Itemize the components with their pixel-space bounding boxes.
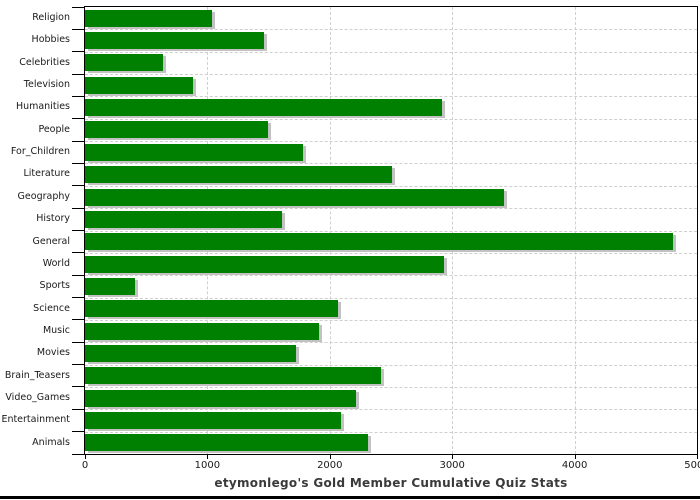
y-axis-tick xyxy=(72,274,85,276)
bar-video_games xyxy=(85,389,357,407)
y-axis-tick xyxy=(72,453,85,455)
y-label-people: People xyxy=(38,123,70,135)
bar-sports xyxy=(85,277,135,295)
bar-celebrities xyxy=(85,54,164,72)
x-axis-tick-2000 xyxy=(329,454,331,459)
x-axis-tick-5000 xyxy=(697,454,698,459)
y-axis-tick xyxy=(72,364,85,366)
y-label-hobbies: Hobbies xyxy=(31,34,70,46)
plot-area xyxy=(84,6,698,455)
y-label-entertainment: Entertainment xyxy=(1,414,70,426)
bottom-border-band xyxy=(0,496,700,499)
row-boundary-gridline xyxy=(85,163,697,165)
y-label-history: History xyxy=(36,213,70,225)
bar-general xyxy=(85,233,673,251)
y-label-world: World xyxy=(42,257,70,269)
y-axis-tick xyxy=(72,341,85,343)
row-boundary-gridline xyxy=(85,386,697,388)
y-label-music: Music xyxy=(42,324,70,336)
bar-religion xyxy=(85,9,212,27)
bar-history xyxy=(85,210,283,228)
row-boundary-gridline xyxy=(85,297,697,299)
row-boundary-gridline xyxy=(85,319,697,321)
y-axis-tick xyxy=(72,431,85,433)
row-boundary-gridline xyxy=(85,431,697,433)
bar-science xyxy=(85,300,338,318)
y-label-geography: Geography xyxy=(17,190,70,202)
x-axis-tick-0 xyxy=(85,454,86,459)
y-axis-tick xyxy=(72,319,85,321)
row-boundary-gridline xyxy=(85,185,697,187)
row-boundary-gridline xyxy=(85,96,697,98)
y-label-celebrities: Celebrities xyxy=(19,56,70,68)
y-axis-tick xyxy=(72,6,85,8)
x-tick-label-5000: 5000 xyxy=(684,460,700,471)
row-boundary-gridline xyxy=(85,74,697,76)
row-boundary-gridline xyxy=(85,51,697,53)
x-tick-label-2000: 2000 xyxy=(317,460,343,471)
y-axis-tick xyxy=(72,51,85,53)
y-axis-tick xyxy=(72,386,85,388)
x-tick-label-1000: 1000 xyxy=(194,460,221,471)
row-boundary-gridline xyxy=(85,118,697,120)
bar-for_children xyxy=(85,143,303,161)
row-boundary-gridline xyxy=(85,342,697,344)
y-axis-tick xyxy=(72,252,85,254)
y-axis-tick xyxy=(72,207,85,209)
y-axis-tick xyxy=(72,118,85,120)
bar-world xyxy=(85,255,445,273)
row-boundary-gridline xyxy=(85,252,697,254)
y-label-television: Television xyxy=(23,79,70,91)
bar-brain_teasers xyxy=(85,367,381,385)
y-axis-tick xyxy=(72,95,85,97)
y-axis-tick xyxy=(72,28,85,30)
bar-hobbies xyxy=(85,32,265,50)
y-axis-tick xyxy=(72,185,85,187)
y-label-general: General xyxy=(32,235,70,247)
x-tick-label-0: 0 xyxy=(81,460,89,471)
y-label-movies: Movies xyxy=(36,347,70,359)
bar-people xyxy=(85,121,268,139)
x-axis-tick-3000 xyxy=(452,454,454,459)
y-label-literature: Literature xyxy=(23,168,70,180)
row-boundary-gridline xyxy=(85,230,697,232)
y-axis-tick xyxy=(72,297,85,299)
bar-humanities xyxy=(85,99,443,117)
y-label-brain_teasers: Brain_Teasers xyxy=(4,369,70,381)
bar-geography xyxy=(85,188,504,206)
row-boundary-gridline xyxy=(85,29,697,31)
bar-animals xyxy=(85,434,368,452)
y-label-video_games: Video_Games xyxy=(5,391,70,403)
bar-movies xyxy=(85,344,297,362)
y-label-for_children: For_Children xyxy=(10,146,70,158)
y-axis-tick xyxy=(72,140,85,142)
bar-entertainment xyxy=(85,412,341,429)
chart-title: etymonlego's Gold Member Cumulative Quiz… xyxy=(214,476,568,490)
bar-literature xyxy=(85,166,393,184)
y-axis-tick xyxy=(72,162,85,164)
bar-television xyxy=(85,76,194,94)
y-label-religion: Religion xyxy=(32,12,70,23)
x-tick-label-4000: 4000 xyxy=(561,460,588,471)
y-axis-tick xyxy=(72,408,85,410)
row-boundary-gridline xyxy=(85,364,697,366)
x-tick-label-3000: 3000 xyxy=(439,460,465,471)
y-label-science: Science xyxy=(33,302,70,314)
row-boundary-gridline xyxy=(85,208,697,210)
x-axis-tick-1000 xyxy=(207,454,209,459)
row-boundary-gridline xyxy=(85,275,697,277)
x-axis-tick-4000 xyxy=(574,454,576,459)
y-axis-tick xyxy=(72,230,85,231)
row-boundary-gridline xyxy=(85,409,697,411)
y-axis-tick xyxy=(72,73,85,75)
y-label-sports: Sports xyxy=(39,280,70,292)
bar-music xyxy=(85,322,320,340)
row-boundary-gridline xyxy=(85,141,697,143)
y-label-humanities: Humanities xyxy=(15,101,70,113)
y-label-animals: Animals xyxy=(32,436,70,448)
